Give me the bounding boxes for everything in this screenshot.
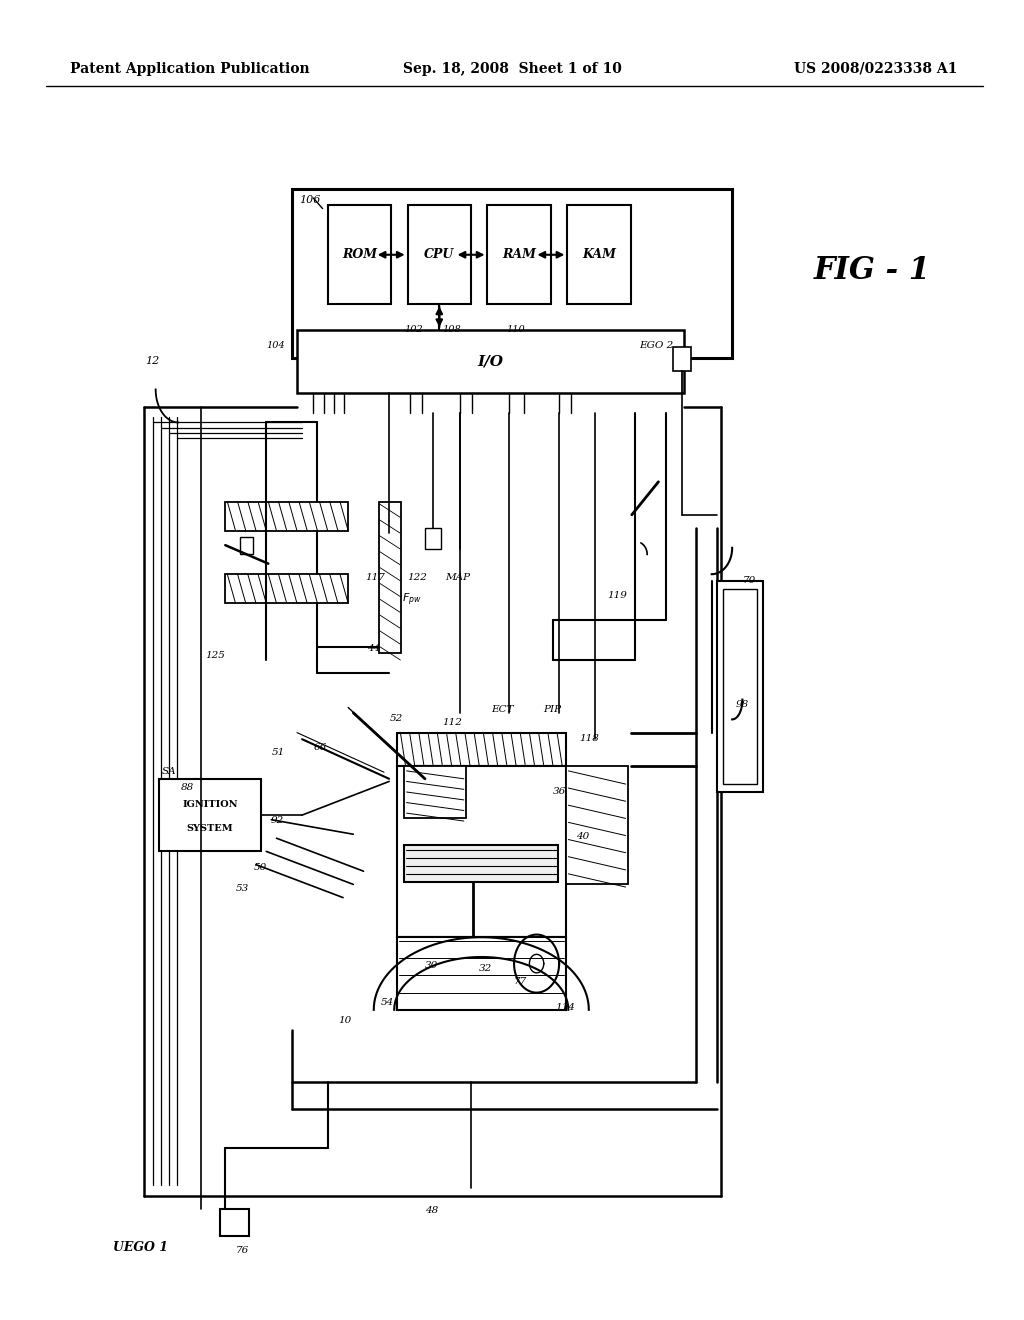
Text: 119: 119 (607, 591, 627, 601)
Bar (225, 574, 348, 603)
Bar (240, 537, 253, 554)
Text: 76: 76 (236, 1246, 249, 1255)
Bar (225, 502, 348, 531)
Bar (717, 581, 763, 792)
Text: SYSTEM: SYSTEM (186, 824, 233, 833)
Text: 70: 70 (742, 576, 756, 585)
Text: 118: 118 (580, 734, 599, 743)
Bar (487, 205, 551, 304)
Text: 66: 66 (313, 743, 327, 752)
Text: 102: 102 (404, 325, 423, 334)
Text: 117: 117 (366, 573, 385, 582)
Text: 44: 44 (367, 644, 380, 653)
Bar (397, 766, 566, 937)
Text: 92: 92 (270, 816, 284, 825)
Text: CPU: CPU (424, 248, 455, 260)
Bar (292, 189, 732, 358)
Text: KAM: KAM (582, 248, 616, 260)
Text: I/O: I/O (477, 355, 504, 368)
Text: SA: SA (162, 767, 176, 776)
Text: ECT: ECT (492, 705, 514, 714)
Text: 40: 40 (577, 832, 590, 841)
Bar (297, 330, 684, 393)
Text: 10: 10 (338, 1016, 351, 1026)
Bar (408, 205, 471, 304)
Text: 36: 36 (553, 787, 566, 796)
Text: 77: 77 (514, 977, 527, 986)
Text: 98: 98 (735, 700, 749, 709)
Bar (159, 779, 261, 851)
Bar (379, 502, 401, 653)
Text: 108: 108 (442, 325, 461, 334)
Text: 51: 51 (271, 748, 285, 758)
Text: 125: 125 (205, 651, 224, 660)
Bar (328, 205, 391, 304)
Bar (404, 845, 558, 882)
Text: Patent Application Publication: Patent Application Publication (70, 62, 309, 75)
Text: 122: 122 (408, 573, 427, 582)
Text: MAP: MAP (445, 573, 471, 582)
Bar (567, 205, 631, 304)
Text: 48: 48 (425, 1206, 438, 1216)
Text: PIP: PIP (543, 705, 561, 714)
Text: IGNITION: IGNITION (182, 800, 238, 809)
Text: 112: 112 (442, 718, 462, 727)
Text: US 2008/0223338 A1: US 2008/0223338 A1 (794, 62, 957, 75)
Text: 88: 88 (181, 783, 195, 792)
Bar (425, 528, 441, 549)
Text: 50: 50 (254, 863, 267, 873)
Bar (566, 766, 628, 884)
Text: 114: 114 (555, 1003, 574, 1012)
Bar (397, 733, 566, 766)
Text: RAM: RAM (502, 248, 537, 260)
Bar (397, 937, 566, 1010)
Bar (404, 766, 466, 818)
Text: 53: 53 (236, 884, 249, 894)
Text: ROM: ROM (342, 248, 377, 260)
Text: 32: 32 (479, 964, 493, 973)
Bar (673, 347, 691, 371)
Bar (723, 589, 757, 784)
Text: 110: 110 (506, 325, 524, 334)
Text: 106: 106 (299, 195, 321, 206)
Text: Sep. 18, 2008  Sheet 1 of 10: Sep. 18, 2008 Sheet 1 of 10 (402, 62, 622, 75)
Text: 12: 12 (145, 356, 160, 367)
Text: EGO 2: EGO 2 (639, 341, 673, 350)
Text: UEGO 1: UEGO 1 (113, 1241, 168, 1254)
Text: 52: 52 (390, 714, 403, 723)
Text: 30: 30 (425, 961, 438, 970)
Text: $F_{pw}$: $F_{pw}$ (402, 591, 422, 607)
Text: 104: 104 (266, 341, 285, 350)
Bar (220, 1209, 249, 1236)
Text: FIG - 1: FIG - 1 (814, 255, 931, 286)
Text: 54: 54 (381, 998, 394, 1007)
